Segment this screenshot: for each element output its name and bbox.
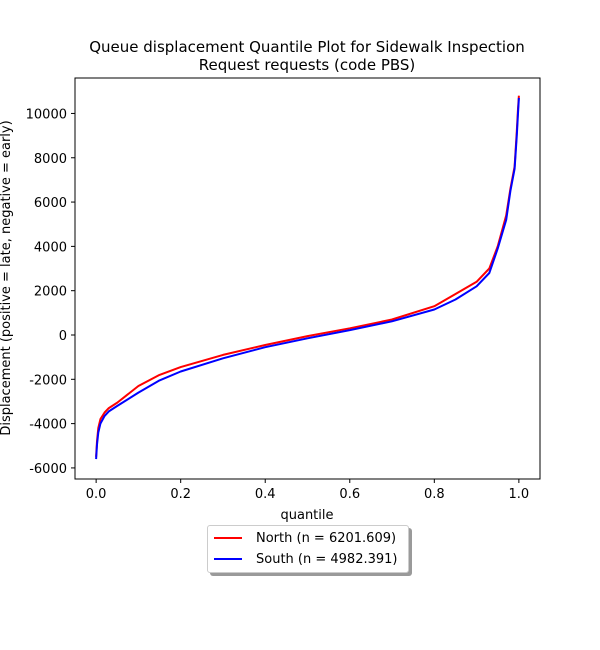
chart-title-line2: Request requests (code PBS) bbox=[199, 56, 416, 74]
series-layer bbox=[95, 95, 520, 460]
x-tick-label: 0.8 bbox=[424, 487, 445, 502]
x-tick-label: 0.4 bbox=[255, 487, 276, 502]
x-axis-ticks: 0.0 0.2 0.4 0.6 0.8 1.0 bbox=[86, 479, 529, 502]
legend-label-south: South (n = 4982.391) bbox=[256, 551, 398, 567]
plot-frame bbox=[74, 77, 541, 480]
y-tick-label: 6000 bbox=[34, 196, 67, 211]
y-tick-label: 8000 bbox=[34, 152, 67, 167]
legend-item-north: North (n = 6201.609) bbox=[214, 529, 396, 547]
y-tick-label: 2000 bbox=[34, 285, 67, 300]
x-tick-label: 0.0 bbox=[86, 487, 107, 502]
y-tick-label: -6000 bbox=[29, 462, 67, 477]
legend: North (n = 6201.609) South (n = 4982.391… bbox=[207, 525, 409, 573]
series-line-south bbox=[95, 97, 520, 460]
x-axis-label: quantile bbox=[280, 508, 333, 523]
y-axis-ticks: -6000 -4000 -2000 0 2000 4000 6000 8000 10000 bbox=[26, 107, 75, 477]
y-tick-label: -4000 bbox=[29, 418, 67, 433]
y-tick-label: 0 bbox=[59, 329, 67, 344]
legend-item-south: South (n = 4982.391) bbox=[214, 550, 397, 568]
legend-label-north: North (n = 6201.609) bbox=[256, 530, 397, 546]
y-axis-label: Displacement (positive = late, negative … bbox=[0, 120, 14, 435]
y-tick-label: 4000 bbox=[34, 240, 67, 255]
legend-swatch-south bbox=[214, 558, 242, 560]
y-tick-label: 10000 bbox=[26, 107, 67, 122]
x-tick-label: 0.2 bbox=[170, 487, 191, 502]
legend-swatch-north bbox=[214, 537, 242, 539]
series-line-north bbox=[95, 95, 520, 457]
y-tick-label: -2000 bbox=[29, 373, 67, 388]
x-tick-label: 1.0 bbox=[509, 487, 530, 502]
x-tick-label: 0.6 bbox=[339, 487, 360, 502]
chart-title-line1: Queue displacement Quantile Plot for Sid… bbox=[89, 38, 525, 56]
